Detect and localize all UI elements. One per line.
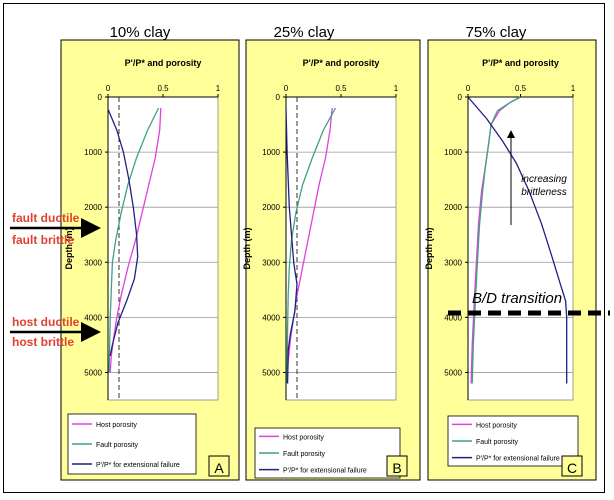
panel-a-y-tick-label: 2000 — [84, 203, 102, 212]
panel-c-plot-area — [467, 96, 574, 401]
panel-b-y-tick-label: 0 — [276, 93, 281, 102]
panel-a-y-label: Depth (m) — [64, 228, 74, 270]
panel-b-series-ppstar — [285, 107, 298, 384]
panel-letter-box — [386, 455, 408, 477]
bd-transition-label: B/D transition — [472, 290, 562, 307]
panel-c-y-label: Depth (m) — [424, 228, 434, 270]
host-brittle-label: host brittle — [12, 335, 74, 349]
panel-c-y-tick-label: 3000 — [444, 258, 462, 267]
legend-label-fault: Fault porosity — [283, 451, 326, 458]
panel-b: 0 0.5 1 0 1000 2000 3000 4000 5000 P'/P* and poro… — [242, 39, 421, 481]
panel-c-x-tick-label: 0.5 — [515, 84, 527, 93]
panel-letter-box — [561, 455, 583, 477]
panel-letter-text: A — [214, 460, 224, 476]
legend-label-host: Host porosity — [476, 422, 517, 429]
panel-b-x-tick-label: 0.5 — [335, 84, 347, 93]
panel-a-title: P'/P* and porosity — [125, 58, 202, 68]
panel-b-title: 25% clay — [273, 24, 335, 41]
panel-a-y-tick-label: 3000 — [84, 258, 102, 267]
legend-label-host: Host porosity — [96, 422, 137, 429]
panel-b-series-host — [286, 107, 333, 384]
panel-a-y-tick-label: 5000 — [84, 368, 102, 377]
panel-c-y-tick-label: 5000 — [444, 368, 462, 377]
panel-c-letter: C — [561, 455, 583, 477]
legend-label-ppstar: P'/P* for extensional failure — [283, 468, 367, 475]
panel-b-y-tick-label: 5000 — [262, 368, 280, 377]
panel-c-x-tick-label: 0 — [466, 84, 471, 93]
panel-a-x-tick-label: 1 — [216, 84, 221, 93]
panel-c-series-fault — [471, 96, 521, 384]
panel-b-letter: B — [386, 455, 408, 477]
fault-brittle-label: fault brittle — [12, 233, 74, 247]
legend-label-host: Host porosity — [283, 434, 324, 441]
panel-c-y-tick-label: 1000 — [444, 148, 462, 157]
panel-c-legend: Host porosity Fault porosity P'/P* for ext… — [447, 415, 579, 467]
panel-c-y-tick-label: 0 — [458, 93, 463, 102]
legend-label-fault: Fault porosity — [476, 439, 519, 446]
panel-b-y-tick-label: 2000 — [262, 203, 280, 212]
panel-a-x-tick-label: 0 — [106, 84, 111, 93]
panel-c-y-tick-label: 2000 — [444, 203, 462, 212]
legend-box — [254, 427, 401, 479]
panel-b-title: P'/P* and porosity — [303, 58, 380, 68]
panel-b-y-label: Depth (m) — [242, 228, 252, 270]
panel-a-title: 10% clay — [109, 24, 171, 41]
annotation-increasing: increasing — [521, 174, 567, 185]
panel-a-y-tick-label: 1000 — [84, 148, 102, 157]
legend-label-ppstar: P'/P* for extensional failure — [96, 462, 180, 469]
legend-label-ppstar: P'/P* for extensional failure — [476, 456, 560, 463]
panel-a-x-tick-label: 0.5 — [157, 84, 169, 93]
panel-b-y-tick-label: 1000 — [262, 148, 280, 157]
panel-b-x-tick-label: 1 — [394, 84, 399, 93]
panel-letter-text: B — [392, 460, 401, 476]
panel-letter-box — [208, 455, 230, 477]
panel-c-annotations: increasing brittleness B/D transition — [472, 130, 567, 307]
panel-c: 0 0.5 1 0 1000 2000 3000 4000 5000 P'/P* and poro… — [424, 39, 597, 481]
panel-c-title: P'/P* and porosity — [482, 58, 559, 68]
annotation-brittleness: brittleness — [521, 187, 567, 198]
panel-letter-text: C — [567, 460, 577, 476]
panel-c-y-tick-label: 4000 — [444, 313, 462, 322]
panel-a-y-tick-label: 0 — [98, 93, 103, 102]
panel-b-legend: Host porosity Fault porosity P'/P* for ext… — [254, 427, 401, 479]
panel-a: 0 0.5 1 0 1000 2000 3000 4000 5000 P'/P* and poro… — [60, 39, 240, 481]
panel-c-x-tick-label: 1 — [571, 84, 576, 93]
fault-ductile-label: fault ductile — [12, 211, 80, 225]
panel-b-y-tick-label: 3000 — [262, 258, 280, 267]
host-ductile-label: host ductile — [12, 315, 80, 329]
panel-a-series-ppstar — [107, 108, 139, 357]
panel-a-letter: A — [208, 455, 230, 477]
panel-a-y-tick-label: 4000 — [84, 313, 102, 322]
panel-a-series-fault — [108, 107, 160, 373]
panel-b-y-tick-label: 4000 — [262, 313, 280, 322]
legend-label-fault: Fault porosity — [96, 442, 139, 449]
panel-b-plot-area — [285, 96, 397, 401]
panel-c-series-ppstar — [467, 96, 568, 384]
panel-a-legend: Host porosity Fault porosity P'/P* for ext… — [67, 413, 197, 475]
panel-b-series-fault — [286, 107, 337, 384]
panel-a-plot-area — [107, 96, 219, 401]
panel-b-x-tick-label: 0 — [284, 84, 289, 93]
panel-c-title: 75% clay — [465, 24, 527, 41]
